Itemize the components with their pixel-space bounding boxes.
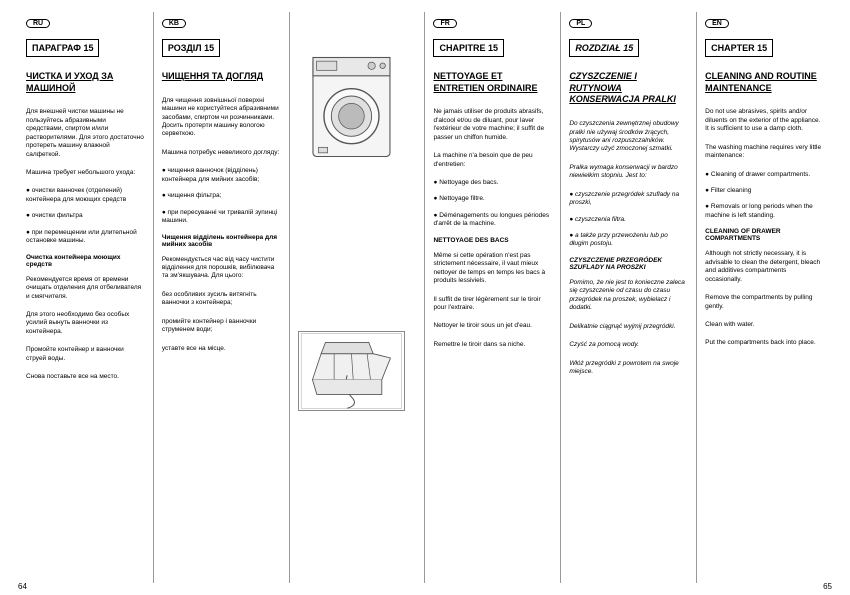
- column-EN: EN CHAPTER 15 CLEANING AND ROUTINE MAINTEN…: [697, 12, 832, 583]
- para-text: уставте все на місце.: [162, 345, 281, 353]
- para-text: Рекомендуется время от времени очищать о…: [26, 276, 145, 301]
- subhead-text: CZYSZCZENIE PRZEGRÓDEK SZUFLADY NA PROSZ…: [569, 257, 688, 271]
- column-FR: FR CHAPITRE 15 NETTOYAGE ET ENTRETIEN ORDI…: [425, 12, 561, 583]
- para-text: Remove the compartments by pulling gentl…: [705, 294, 824, 311]
- language-badge: PL: [569, 19, 592, 28]
- para-text: Although not strictly necessary, it is a…: [705, 250, 824, 284]
- page-number-right: 65: [823, 582, 832, 591]
- para-text: Рекомендується час від часу чистити відд…: [162, 256, 281, 281]
- chapter-label: РОЗДІЛ 15: [162, 39, 220, 57]
- column-RU: RU ПАРАГРАФ 15 ЧИСТКА И УХОД ЗА МАШИНОЙ Для…: [18, 12, 154, 583]
- bullet-text: ● a także przy przewożeniu lub po długim…: [569, 232, 688, 249]
- bullet-text: ● чищення фільтра;: [162, 192, 281, 200]
- para-text: Remettre le tiroir dans sa niche.: [433, 341, 552, 349]
- column-KB: KB РОЗДІЛ 15 ЧИЩЕННЯ ТА ДОГЛЯД Для чищення …: [154, 12, 290, 583]
- bullet-text: ● czyszczenia filtra.: [569, 216, 688, 224]
- language-badge: EN: [705, 19, 729, 28]
- column-IMG: [290, 12, 426, 583]
- para-text: Для чищення зовнішньої поверхні машини н…: [162, 97, 281, 139]
- para-text: Clean with water.: [705, 321, 824, 329]
- para-text: Do not use abrasives, spirits and/or dil…: [705, 108, 824, 133]
- para-text: Delikatnie ciągnąć wyjmij przegródki.: [569, 323, 688, 331]
- subhead-text: Очистка контейнера моющих средств: [26, 254, 145, 268]
- chapter-label: ROZDZIAŁ 15: [569, 39, 639, 57]
- para-text: Il suffit de tirer légèrement sur le tir…: [433, 296, 552, 313]
- para-text: The washing machine requires very little…: [705, 144, 824, 161]
- para-text: Снова поставьте все на место.: [26, 373, 145, 381]
- section-heading: ЧИЩЕННЯ ТА ДОГЛЯД: [162, 71, 281, 83]
- para-text: Промойте контейнер и ванночки струей вод…: [26, 346, 145, 363]
- language-badge: RU: [26, 19, 50, 28]
- subhead-text: Чищення відділень контейнера для мийних …: [162, 234, 281, 248]
- para-text: без особливих зусиль витягніть ванночки …: [162, 291, 281, 308]
- section-heading: ЧИСТКА И УХОД ЗА МАШИНОЙ: [26, 71, 145, 94]
- bullet-text: ● czyszczenie przegródek szuflady na pro…: [569, 191, 688, 208]
- para-text: Nettoyer le tiroir sous un jet d'eau.: [433, 322, 552, 330]
- bullet-text: ● при перемещении или длительной останов…: [26, 229, 145, 246]
- bullet-text: ● Déménagements ou longues périodes d'ar…: [433, 212, 552, 229]
- para-text: Ne jamais utiliser de produits abrasifs,…: [433, 108, 552, 142]
- para-text: Машина потребує невеликого догляду:: [162, 149, 281, 157]
- washing-machine-illustration: [298, 52, 405, 162]
- subhead-text: CLEANING OF DRAWER COMPARTMENTS: [705, 228, 824, 242]
- chapter-label: ПАРАГРАФ 15: [26, 39, 99, 57]
- para-text: La machine n'a besoin que de peu d'entre…: [433, 152, 552, 169]
- bullet-text: ● Filter cleaning: [705, 187, 824, 195]
- para-text: Włóż przegródki z powrotem na swoje miej…: [569, 360, 688, 377]
- bullet-text: ● чищення ванночок (відділень) контейнер…: [162, 167, 281, 184]
- bullet-text: ● очистки фильтра: [26, 212, 145, 220]
- bullet-text: ● Nettoyage des bacs.: [433, 179, 552, 187]
- para-text: Pomimo, że nie jest to konieczne zaleca …: [569, 279, 688, 313]
- language-badge: FR: [433, 19, 456, 28]
- para-text: Для внешней чистки машины не пользуйтесь…: [26, 108, 145, 159]
- section-heading: CZYSZCZENIE I RUTYNOWA KONSERWACJA PRALK…: [569, 71, 688, 106]
- para-text: промийте контейнер і ванночки струменем …: [162, 318, 281, 335]
- section-heading: CLEANING AND ROUTINE MAINTENANCE: [705, 71, 824, 94]
- manual-page: RU ПАРАГРАФ 15 ЧИСТКА И УХОД ЗА МАШИНОЙ Для…: [18, 12, 832, 583]
- bullet-text: ● Nettoyage filtre.: [433, 195, 552, 203]
- column-PL: PL ROZDZIAŁ 15 CZYSZCZENIE I RUTYNOWA KONS…: [561, 12, 697, 583]
- para-text: Машина требует небольшого ухода:: [26, 169, 145, 177]
- bullet-text: ● очистки ванночек (отделений) контейнер…: [26, 187, 145, 204]
- para-text: Même si cette opération n'est pas strict…: [433, 252, 552, 286]
- bullet-text: ● Cleaning of drawer compartments.: [705, 171, 824, 179]
- subhead-text: NETTOYAGE DES BACS: [433, 237, 552, 244]
- para-text: Для этого необходимо без особых усилий в…: [26, 311, 145, 336]
- page-number-left: 64: [18, 582, 27, 591]
- para-text: Put the compartments back into place.: [705, 339, 824, 347]
- bullet-text: ● при пересуванні чи тривалій зупинці ма…: [162, 209, 281, 226]
- chapter-label: CHAPTER 15: [705, 39, 773, 57]
- para-text: Czyść za pomocą wody.: [569, 341, 688, 349]
- chapter-label: CHAPITRE 15: [433, 39, 504, 57]
- bullet-text: ● Removals or long periods when the mach…: [705, 203, 824, 220]
- para-text: Do czyszczenia zewnętrznej obudowy pralk…: [569, 120, 688, 154]
- para-text: Pralka wymaga konserwacji w bardzo niewi…: [569, 164, 688, 181]
- drawer-illustration: [298, 331, 405, 411]
- language-badge: KB: [162, 19, 186, 28]
- section-heading: NETTOYAGE ET ENTRETIEN ORDINAIRE: [433, 71, 552, 94]
